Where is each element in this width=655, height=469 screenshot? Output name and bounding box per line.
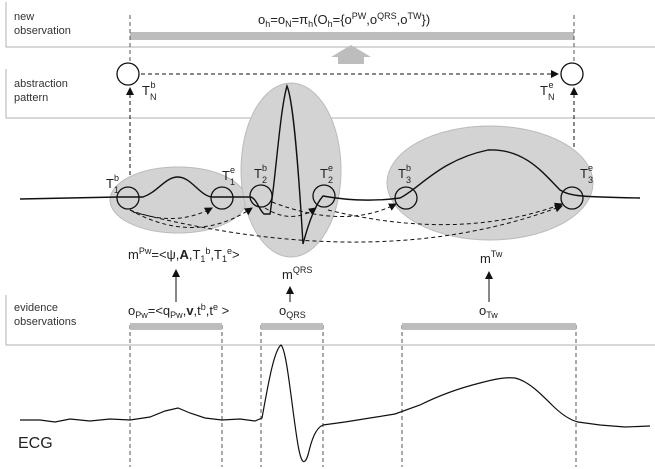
section-dividers — [5, 2, 655, 346]
label-T2e: T2e — [320, 163, 333, 185]
observation-bar-p-wave — [130, 323, 222, 330]
label-evidence-observations-1: evidence — [14, 302, 58, 314]
label-abstraction-pattern-2: pattern — [14, 92, 48, 104]
label-T3e: T3e — [580, 163, 593, 185]
observation-bar-t-wave — [402, 323, 576, 330]
node-T2b — [249, 184, 273, 208]
label-finding-t-wave: mTw — [480, 249, 503, 266]
temporal-constraint-arrows — [129, 201, 563, 243]
label-observation-t-wave: oTw — [479, 303, 498, 320]
label-T1b: T1b — [106, 173, 119, 195]
label-abstraction-pattern-1: abstraction — [14, 78, 68, 90]
guide-lines — [129, 15, 577, 467]
label-new-observation-2: observation — [14, 25, 71, 37]
label-observation-qrs: oQRS — [279, 303, 306, 320]
label-observation-p-wave: oPw=<qPw,v,tb,te > — [128, 302, 229, 320]
node-T2e — [312, 184, 336, 208]
node-TNe — [560, 62, 584, 86]
label-T1e: T1e — [222, 165, 235, 187]
observation-bar-qrs — [261, 323, 323, 330]
label-TNe: TNe — [540, 80, 554, 102]
label-evidence-observations-2: observations — [14, 316, 77, 328]
label-finding-qrs: mQRS — [282, 265, 312, 282]
node-T3e — [560, 186, 584, 210]
ecg-signal — [20, 344, 651, 463]
label-TNb: TNb — [142, 80, 156, 102]
label-finding-p-wave: mPw=<ψ,A,T1b,T1e> — [128, 246, 240, 264]
observation-to-finding-arrows — [172, 269, 493, 302]
label-new-observation-1: new — [14, 11, 34, 23]
pattern-signal-line — [19, 83, 641, 245]
new-observation-bar — [130, 32, 574, 40]
label-T2b: T2b — [254, 163, 267, 185]
formula-new-observation: oh=oN=πh(Oh={oPW,oQRS,oTW}) — [258, 11, 430, 29]
label-ecg: ECG — [18, 435, 53, 452]
abstraction-arrow — [331, 45, 371, 64]
label-T3b: T3b — [398, 163, 411, 185]
region-t-wave — [386, 125, 594, 241]
node-TNb — [116, 62, 140, 86]
node-T1b — [116, 186, 140, 210]
node-T3b — [394, 186, 418, 210]
node-T1e — [210, 186, 234, 210]
